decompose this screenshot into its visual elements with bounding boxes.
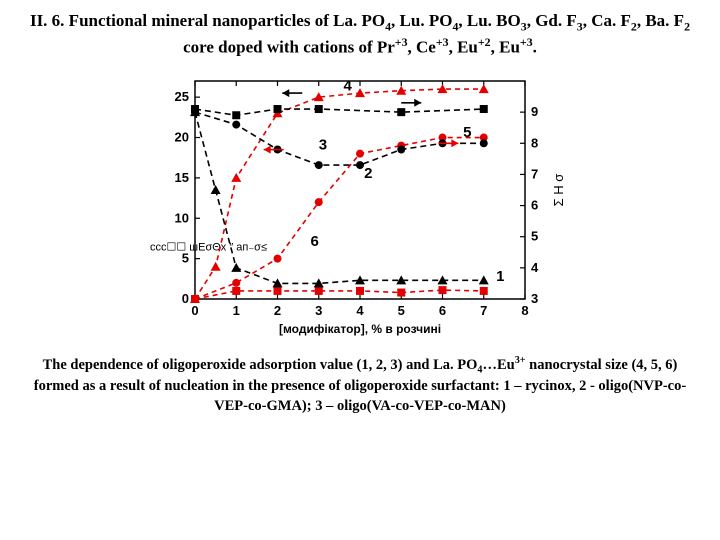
svg-text:20: 20 [175,129,189,144]
svg-text:8: 8 [531,135,538,150]
svg-text:4: 4 [344,77,353,94]
svg-text:4: 4 [531,259,539,274]
svg-text:9: 9 [531,104,538,119]
svg-text:5: 5 [463,124,471,141]
page-title: II. 6. Functional mineral nanoparticles … [20,10,700,59]
svg-text:6: 6 [531,197,538,212]
adsorption-size-chart: 0 1 2 3 4 5 6 7 8 0 5 10 15 20 25 3 4 5 6 7 8 9 [модифікатор],… [140,69,580,339]
svg-text:0: 0 [191,303,198,318]
svg-text:8: 8 [521,303,528,318]
svg-text:6: 6 [439,303,446,318]
svg-text:7: 7 [480,303,487,318]
t-h: , Ce [408,38,436,57]
svg-text:5: 5 [531,228,538,243]
t-g: core doped with cations of Pr [183,38,395,57]
t-e: , Ca. F [583,11,631,30]
c-a: The dependence of oligoperoxide adsorpti… [43,356,478,372]
svg-text:3: 3 [319,136,327,153]
t-a: II. 6. Functional mineral nanoparticles … [30,11,385,30]
t-c: , Lu. BO [458,11,520,30]
svg-text:6: 6 [311,233,319,250]
svg-text:1: 1 [233,303,240,318]
chart-container: 0 1 2 3 4 5 6 7 8 0 5 10 15 20 25 3 4 5 6 7 8 9 [модифікатор],… [20,69,700,339]
t-f: , Ba. F [637,11,684,30]
c-b: …Eu [482,356,514,372]
svg-text:25: 25 [175,89,189,104]
svg-text:5: 5 [398,303,405,318]
t-d: , Gd. F [527,11,577,30]
svg-text:3: 3 [315,303,322,318]
svg-text:7: 7 [531,166,538,181]
svg-text:10: 10 [175,210,189,225]
svg-text:15: 15 [175,169,189,184]
svg-text:ссс☐☐ шЕσΘх ″ ап₋σ≤: ссс☐☐ шЕσΘх ″ ап₋σ≤ [150,241,267,253]
figure-caption: The dependence of oligoperoxide adsorpti… [20,354,700,417]
svg-text:0: 0 [182,291,189,306]
t-b: , Lu. PO [391,11,452,30]
svg-text:Σ H σ: Σ H σ [551,173,566,206]
svg-text:[модифікатор], % в розчині: [модифікатор], % в розчині [279,322,441,336]
svg-text:2: 2 [274,303,281,318]
t-k: . [533,38,537,57]
t-i: , Eu [449,38,478,57]
t-j: , Eu [491,38,520,57]
svg-text:2: 2 [364,164,372,181]
svg-text:4: 4 [356,303,364,318]
svg-text:3: 3 [531,291,538,306]
svg-text:1: 1 [496,268,504,285]
